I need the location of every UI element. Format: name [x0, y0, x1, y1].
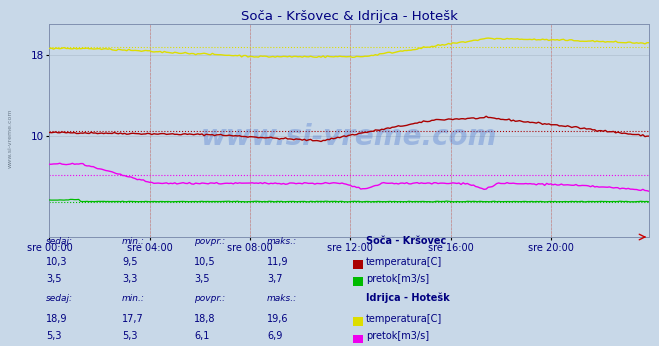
Text: www.si-vreme.com: www.si-vreme.com	[201, 123, 498, 151]
Text: temperatura[C]: temperatura[C]	[366, 314, 442, 324]
Text: pretok[m3/s]: pretok[m3/s]	[366, 274, 429, 284]
Text: povpr.:: povpr.:	[194, 237, 225, 246]
Text: 6,1: 6,1	[194, 331, 210, 341]
Text: pretok[m3/s]: pretok[m3/s]	[366, 331, 429, 341]
Text: 10,5: 10,5	[194, 257, 216, 267]
Text: maks.:: maks.:	[267, 294, 297, 303]
Text: 18,9: 18,9	[46, 314, 68, 324]
Text: 3,3: 3,3	[122, 274, 137, 284]
Text: 17,7: 17,7	[122, 314, 144, 324]
Text: min.:: min.:	[122, 237, 145, 246]
Text: maks.:: maks.:	[267, 237, 297, 246]
Text: 18,8: 18,8	[194, 314, 216, 324]
Title: Soča - Kršovec & Idrijca - Hotešk: Soča - Kršovec & Idrijca - Hotešk	[241, 10, 458, 23]
Text: 5,3: 5,3	[122, 331, 138, 341]
Text: sedaj:: sedaj:	[46, 237, 73, 246]
Text: Soča - Kršovec: Soča - Kršovec	[366, 236, 446, 246]
Text: min.:: min.:	[122, 294, 145, 303]
Text: www.si-vreme.com: www.si-vreme.com	[8, 109, 13, 168]
Text: temperatura[C]: temperatura[C]	[366, 257, 442, 267]
Text: Idrijca - Hotešk: Idrijca - Hotešk	[366, 292, 449, 303]
Text: 3,5: 3,5	[194, 274, 210, 284]
Text: 19,6: 19,6	[267, 314, 289, 324]
Text: 9,5: 9,5	[122, 257, 138, 267]
Text: sedaj:: sedaj:	[46, 294, 73, 303]
Text: 3,7: 3,7	[267, 274, 283, 284]
Text: 11,9: 11,9	[267, 257, 289, 267]
Text: povpr.:: povpr.:	[194, 294, 225, 303]
Text: 3,5: 3,5	[46, 274, 62, 284]
Text: 5,3: 5,3	[46, 331, 62, 341]
Text: 6,9: 6,9	[267, 331, 282, 341]
Text: 10,3: 10,3	[46, 257, 68, 267]
